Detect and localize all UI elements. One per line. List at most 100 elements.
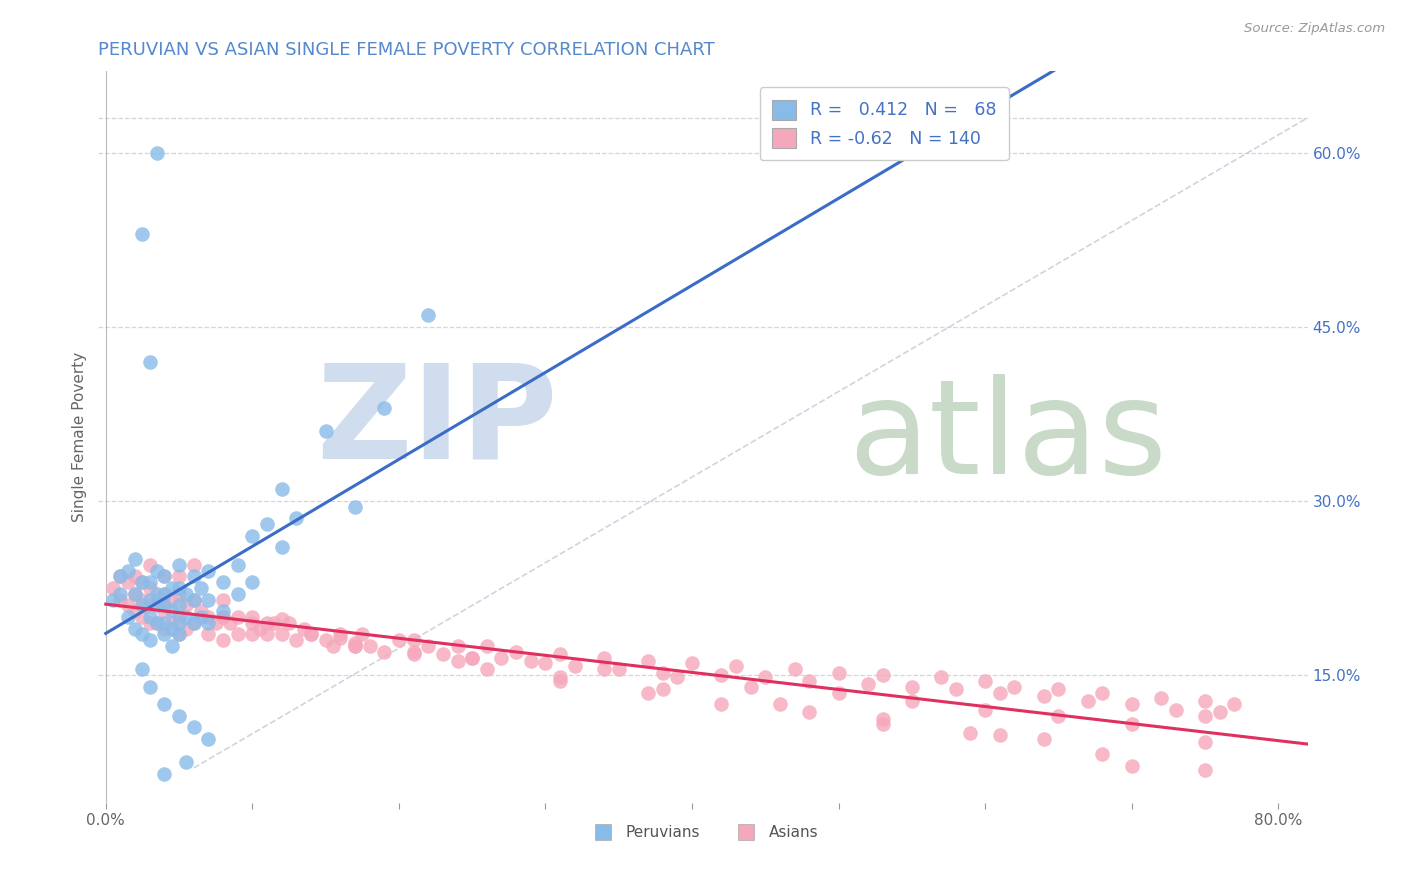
Point [138,599,160,613]
Point [666,670,689,684]
Point [240,627,263,641]
Point [329,627,352,641]
Point [183,592,205,607]
Point [110,592,132,607]
Point [212,610,235,624]
Point [153,599,176,613]
Point [373,645,395,659]
Point [153,569,176,583]
Point [988,729,1011,743]
Point [1077,693,1099,707]
Point [1091,747,1114,761]
Point [190,610,212,624]
Point [226,587,249,601]
Point [146,615,169,630]
Point [110,587,132,601]
Point [1223,697,1246,711]
Point [388,633,411,648]
Point [315,633,337,648]
Point [167,627,190,641]
Point [153,604,176,618]
Point [740,680,762,694]
Point [153,587,176,601]
Point [212,610,235,624]
Point [204,615,226,630]
Point [160,639,183,653]
Point [1121,758,1143,772]
Point [402,645,425,659]
Point [183,592,205,607]
Point [548,647,571,661]
Point [285,633,308,648]
Point [138,575,160,590]
Point [461,650,484,665]
Point [183,558,205,572]
Point [212,575,235,590]
Text: ZIP: ZIP [316,359,558,486]
Point [131,592,153,607]
Point [146,145,169,160]
Point [402,647,425,661]
Point [183,569,205,583]
Point [872,716,894,731]
Point [988,685,1011,699]
Point [769,697,792,711]
Point [1004,680,1026,694]
Point [534,657,557,671]
Point [167,627,190,641]
Point [176,587,198,601]
Point [343,500,366,514]
Point [160,604,183,618]
Point [505,645,527,659]
Point [101,592,124,607]
Point [315,424,337,438]
Point [299,627,322,641]
Point [167,708,190,723]
Point [799,705,821,719]
Point [475,639,498,653]
Point [1032,731,1054,746]
Point [117,599,139,613]
Point [856,677,879,691]
Point [160,592,183,607]
Point [1194,708,1216,723]
Point [1208,705,1230,719]
Point [901,680,924,694]
Point [124,552,146,566]
Point [212,633,235,648]
Point [153,697,176,711]
Point [710,668,733,682]
Point [373,401,395,415]
Point [432,647,454,661]
Point [799,673,821,688]
Point [226,627,249,641]
Point [520,654,543,668]
Point [1194,764,1216,778]
Point [607,662,630,676]
Point [402,633,425,648]
Point [872,712,894,726]
Point [219,615,242,630]
Point [212,592,235,607]
Point [124,587,146,601]
Point [167,587,190,601]
Point [153,615,176,630]
Point [190,581,212,595]
Point [240,529,263,543]
Point [167,599,190,613]
Point [872,668,894,682]
Point [270,627,292,641]
Point [278,615,301,630]
Point [117,564,139,578]
Point [153,587,176,601]
Point [256,627,278,641]
Point [343,635,366,649]
Point [263,615,285,630]
Point [124,604,146,618]
Point [270,612,292,626]
Point [299,627,322,641]
Point [124,622,146,636]
Point [146,599,169,613]
Point [226,610,249,624]
Point [249,622,271,636]
